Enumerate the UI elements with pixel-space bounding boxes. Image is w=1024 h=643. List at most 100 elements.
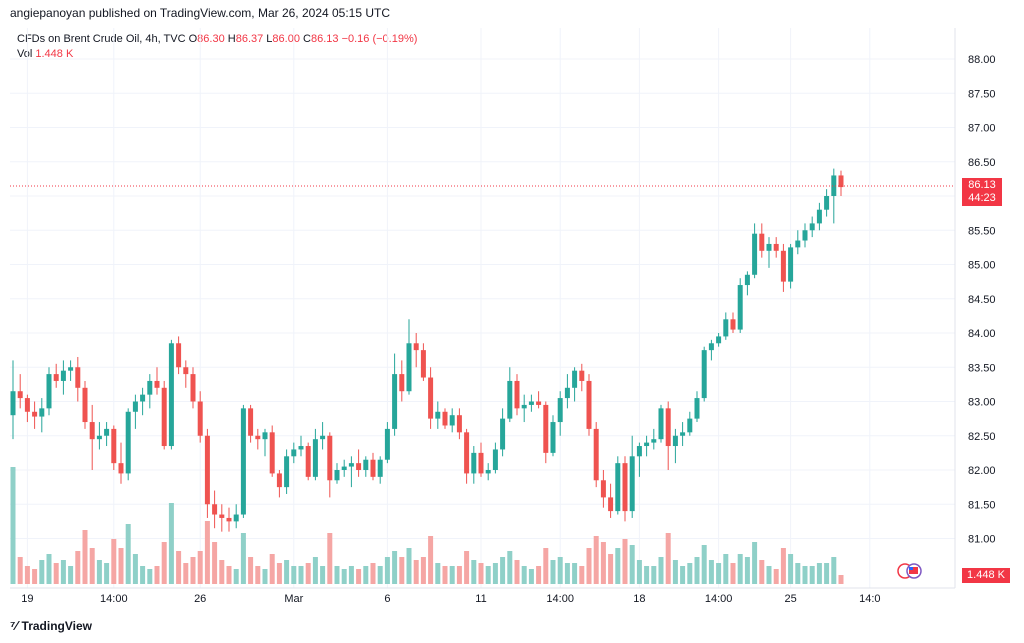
candle-body	[831, 175, 837, 196]
candle-body	[687, 418, 693, 433]
y-tick-label: 88.00	[968, 54, 996, 66]
volume-bar	[269, 554, 275, 584]
candle-body	[298, 446, 304, 450]
candle-body	[284, 456, 290, 488]
legend-symbol[interactable]: CFDs on Brent Crude Oil, 4h, TVC	[17, 33, 186, 45]
volume-bars	[10, 467, 844, 584]
candle-body	[773, 243, 779, 251]
candle-body	[125, 411, 131, 474]
volume-bar	[82, 530, 88, 584]
volume-bar	[248, 557, 254, 584]
y-tick-label: 85.50	[968, 225, 996, 237]
candle-body	[140, 394, 146, 402]
volume-bar	[572, 563, 578, 584]
volume-bar	[298, 566, 304, 584]
last-price-tag: 86.13 44:23	[962, 178, 1002, 206]
volume-bar	[413, 560, 419, 584]
candle-body	[615, 463, 621, 512]
volume-bar	[492, 563, 498, 584]
legend-open-label: O	[188, 33, 198, 45]
volume-bar	[392, 551, 398, 584]
candle-body	[780, 250, 786, 282]
x-tick-label: 25	[784, 593, 796, 605]
volume-bar	[802, 566, 808, 584]
candle-body	[370, 459, 376, 477]
volume-bar	[96, 560, 102, 584]
volume-bar	[154, 566, 160, 584]
candle-body	[204, 435, 210, 505]
candle-body	[212, 504, 218, 515]
chart-grid	[10, 28, 955, 588]
volume-bar	[240, 533, 246, 584]
candle-body	[248, 408, 254, 436]
volume-bar	[442, 566, 448, 584]
x-tick-label: Mar	[284, 593, 303, 605]
candle-body	[694, 398, 700, 419]
candle-body	[622, 463, 628, 512]
volume-bar	[399, 557, 405, 584]
candle-body	[514, 380, 520, 409]
candle-body	[442, 411, 448, 426]
volume-bar	[89, 548, 95, 584]
candle-body	[327, 435, 333, 481]
volume-bar	[456, 566, 462, 584]
volume-bar	[176, 551, 182, 584]
x-tick-label: 19	[21, 593, 33, 605]
volume-bar	[111, 539, 117, 584]
candle-body	[586, 380, 592, 429]
volume-bar	[363, 566, 369, 584]
candle-body	[593, 428, 599, 481]
candle-body	[348, 463, 354, 467]
candle-body	[521, 404, 527, 409]
candle-body	[752, 233, 758, 275]
volume-bar	[212, 542, 218, 584]
tradingview-footer[interactable]: ⁷⁄ TradingView	[10, 618, 92, 633]
y-tick-label: 81.50	[968, 499, 996, 511]
volume-bar	[564, 563, 570, 584]
candle-body	[788, 247, 794, 282]
y-tick-label: 82.00	[968, 465, 996, 477]
candle-body	[255, 435, 261, 440]
candle-body	[320, 435, 326, 440]
volume-bar	[507, 551, 513, 584]
y-tick-label: 87.50	[968, 88, 996, 100]
candle-body	[24, 398, 30, 412]
volume-bar	[291, 566, 297, 584]
candle-body	[485, 470, 491, 474]
volume-bar	[420, 557, 426, 584]
candle-body	[269, 432, 275, 474]
candle-body	[680, 432, 686, 436]
candle-body	[644, 442, 650, 447]
x-tick-label: 14:0	[859, 593, 880, 605]
y-tick-label: 84.50	[968, 294, 996, 306]
volume-bar	[348, 566, 354, 584]
volume-bar	[780, 548, 786, 584]
candle-body	[161, 387, 167, 447]
last-price-value: 86.13	[968, 179, 996, 191]
volume-bar	[514, 560, 520, 584]
volume-bar	[485, 566, 491, 584]
y-tick-label: 87.00	[968, 123, 996, 135]
volume-bar	[370, 563, 376, 584]
candle-body	[701, 350, 707, 399]
volume-bar	[284, 560, 290, 584]
volume-bar	[276, 563, 282, 584]
bar-countdown: 44:23	[968, 192, 996, 204]
volume-bar	[536, 566, 542, 584]
volume-bar	[622, 539, 628, 584]
volume-bar	[543, 548, 549, 584]
candle-body	[96, 435, 102, 440]
volume-bar	[262, 569, 268, 584]
legend-high-value: 86.37	[235, 33, 264, 45]
volume-bar	[672, 560, 678, 584]
volume-bar	[334, 566, 340, 584]
candle-body	[572, 370, 578, 388]
candle-body	[190, 374, 196, 402]
price-chart[interactable]: 81.00 81.50 82.00 82.50 83.00 83.50 84.00 84.50…	[0, 0, 1024, 612]
legend-vol-label[interactable]: Vol	[17, 48, 33, 60]
candle-body	[39, 408, 45, 417]
candle-body	[176, 343, 182, 368]
candle-body	[168, 343, 174, 447]
volume-bar	[53, 563, 59, 584]
x-tick-label: 14:00	[705, 593, 733, 605]
